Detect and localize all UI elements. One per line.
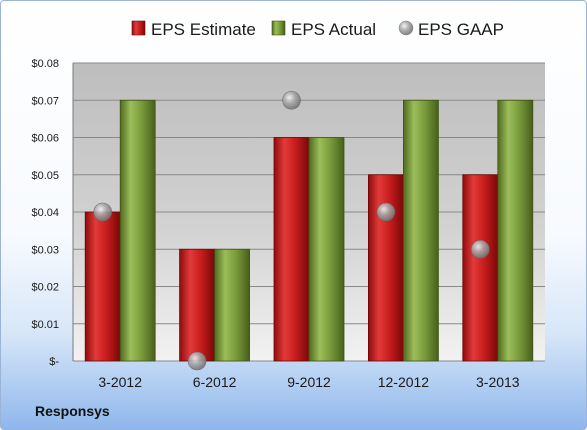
gaap-marker	[282, 90, 301, 110]
actual-bar	[119, 99, 156, 362]
actual-bar	[308, 137, 345, 362]
y-tick-label: $-	[49, 356, 59, 368]
estimate-bar	[367, 174, 404, 362]
x-tick-label: 3-2013	[476, 374, 520, 390]
y-axis: $- $0.01 $0.02 $0.03 $0.04 $0.05 $0.06 $0.07 $0.…	[31, 58, 74, 368]
x-tick-label: 9-2012	[287, 374, 331, 390]
legend-actual-swatch	[271, 20, 286, 36]
gaap-marker	[93, 202, 112, 222]
y-tick-label: $0.01	[31, 319, 59, 331]
x-tick-label: 6-2012	[193, 374, 237, 390]
x-axis: 3-2012 6-2012 9-2012 12-2012 3-2013	[98, 374, 519, 390]
y-tick-label: $0.06	[31, 133, 59, 145]
y-tick-label: $0.02	[31, 282, 59, 294]
gaap-markers	[93, 90, 490, 371]
estimate-bar	[462, 174, 499, 362]
y-tick-label: $0.04	[31, 207, 59, 219]
y-tick-label: $0.08	[31, 58, 59, 70]
legend: EPS Estimate EPS Actual EPS GAAP	[131, 20, 504, 39]
bars	[84, 99, 534, 362]
legend-estimate-label: EPS Estimate	[151, 20, 256, 39]
estimate-bar	[273, 137, 310, 362]
y-tick-label: $0.07	[31, 95, 59, 107]
y-tick-label: $0.05	[31, 170, 59, 182]
estimate-bar	[179, 248, 216, 362]
actual-bar	[497, 99, 534, 362]
gaap-marker	[470, 239, 490, 259]
actual-bar	[402, 99, 439, 362]
legend-gaap-swatch	[398, 20, 414, 36]
legend-actual-label: EPS Actual	[291, 20, 376, 39]
company-name: Responsys	[35, 403, 110, 419]
estimate-bar	[84, 211, 121, 362]
y-tick-label: $0.03	[31, 244, 59, 256]
legend-gaap-label: EPS GAAP	[418, 20, 504, 39]
gaap-marker	[376, 202, 396, 222]
legend-estimate-swatch	[131, 20, 146, 36]
gaap-marker	[187, 351, 207, 371]
x-tick-label: 3-2012	[98, 374, 142, 390]
actual-bar	[214, 248, 251, 362]
x-tick-label: 12-2012	[378, 374, 430, 390]
